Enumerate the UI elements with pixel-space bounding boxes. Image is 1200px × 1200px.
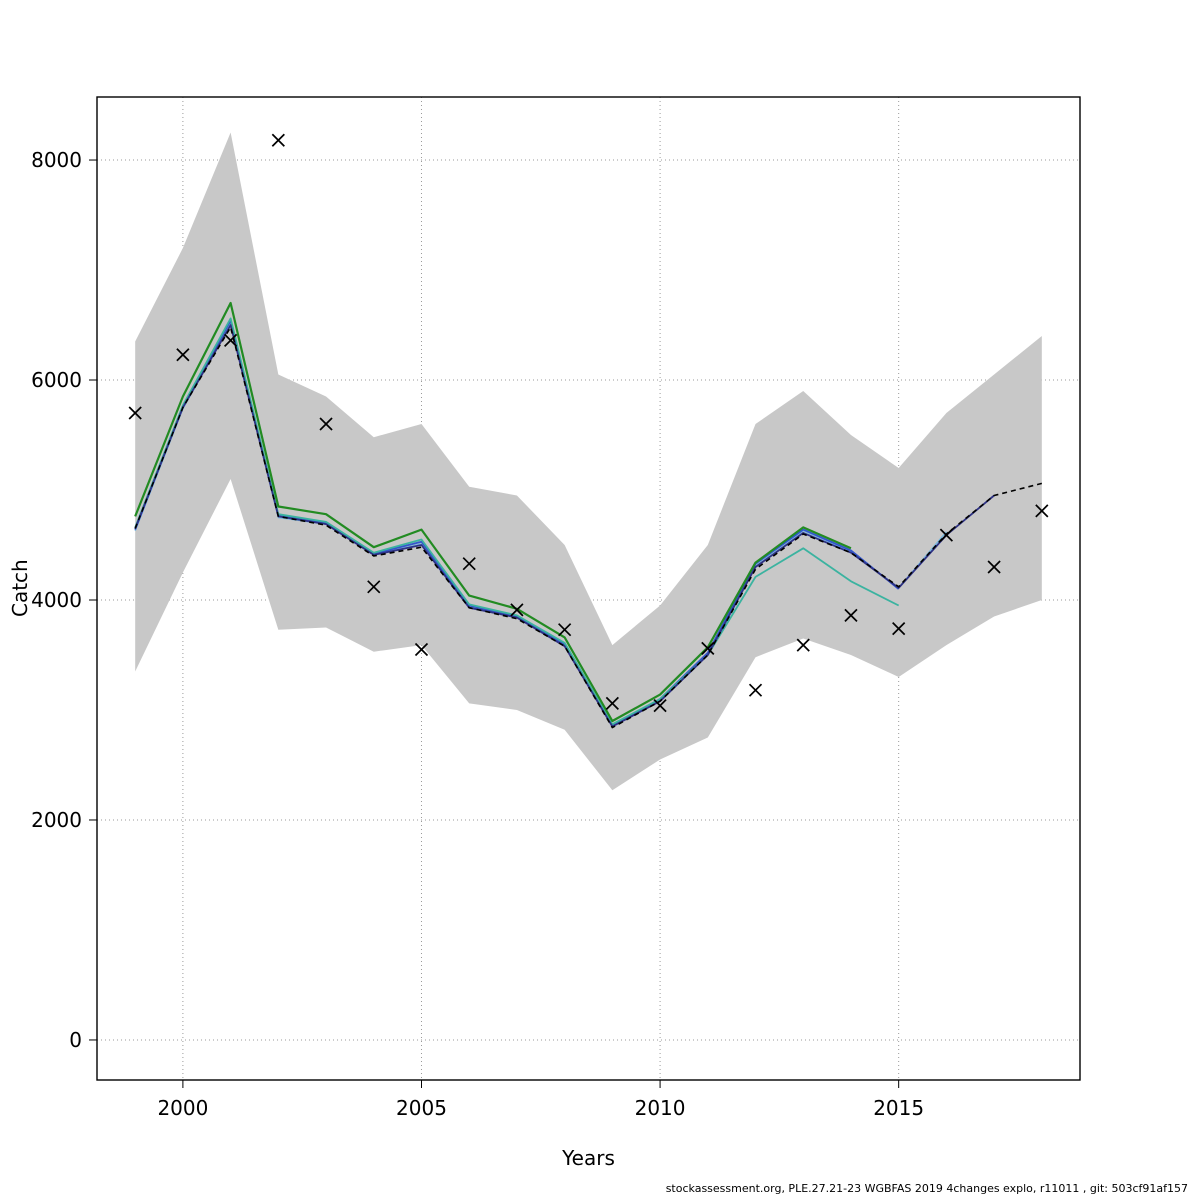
x-tick-label: 2010 xyxy=(635,1096,686,1120)
x-marker xyxy=(892,621,906,636)
observed-catch-points xyxy=(128,133,1049,713)
x-marker xyxy=(939,528,953,542)
x-marker xyxy=(176,348,190,362)
y-tick-label: 6000 xyxy=(31,368,82,392)
x-marker xyxy=(319,417,333,431)
x-marker xyxy=(796,638,810,652)
x-marker xyxy=(748,683,763,697)
plot-frame xyxy=(96,96,1081,1081)
x-marker xyxy=(224,333,238,348)
y-tick-label: 2000 xyxy=(31,808,82,832)
y-tick-label: 0 xyxy=(69,1028,82,1052)
x-marker xyxy=(462,557,476,571)
x-tick-label: 2005 xyxy=(396,1096,447,1120)
x-marker xyxy=(987,560,1001,574)
y-tick-label: 8000 xyxy=(31,148,82,172)
x-marker xyxy=(844,608,858,622)
base-run-dashed xyxy=(134,326,1043,729)
x-tick-label: 2000 xyxy=(157,1096,208,1120)
y-tick-label: 4000 xyxy=(31,588,82,612)
x-marker xyxy=(367,580,381,594)
x-tick-label: 2015 xyxy=(873,1096,924,1120)
x-marker xyxy=(653,698,667,713)
x-marker xyxy=(605,696,619,710)
x-marker xyxy=(414,642,429,657)
footer-caption: stockassessment.org, PLE.27.21-23 WGBFAS… xyxy=(665,1182,1188,1195)
x-marker xyxy=(558,623,572,637)
x-marker xyxy=(271,133,285,147)
x-axis-label: Years xyxy=(562,1146,615,1170)
x-marker xyxy=(701,641,715,655)
confidence-band xyxy=(135,132,1042,791)
x-marker xyxy=(1035,504,1049,518)
x-marker xyxy=(128,406,142,420)
retro-run-green xyxy=(134,301,852,723)
y-axis-label: Catch xyxy=(8,559,32,617)
x-marker xyxy=(510,603,524,617)
